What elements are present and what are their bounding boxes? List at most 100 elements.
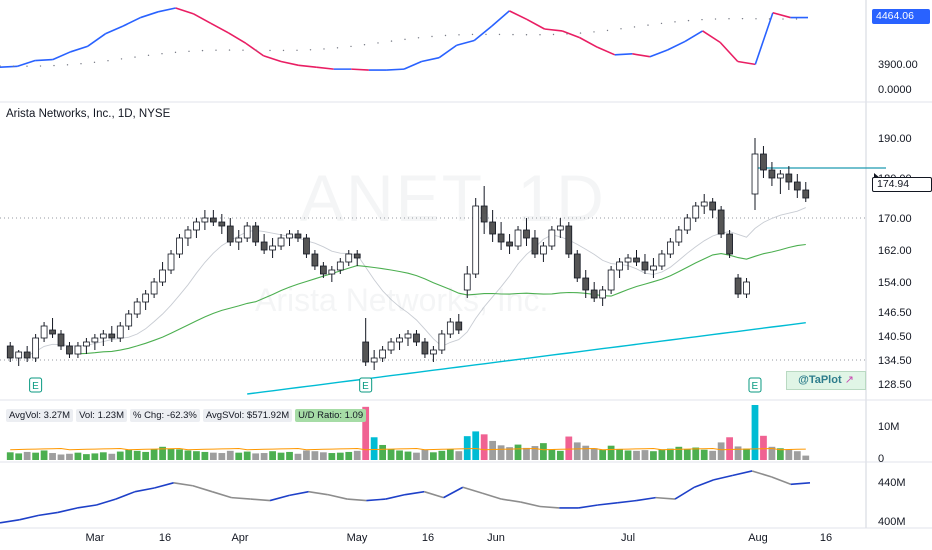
obv-line-segment bbox=[713, 474, 734, 481]
candle bbox=[455, 314, 463, 334]
candle-body bbox=[83, 341, 90, 347]
obv-line-segment bbox=[134, 487, 155, 493]
benchmark-dot bbox=[66, 64, 69, 66]
candle bbox=[91, 334, 99, 350]
benchmark-dot bbox=[782, 18, 784, 20]
rs-line-segment bbox=[140, 11, 159, 19]
candle bbox=[159, 262, 166, 286]
rs-line-segment bbox=[316, 66, 334, 70]
volume-bar bbox=[641, 450, 649, 460]
volume-bar bbox=[66, 453, 73, 460]
volume-bar bbox=[658, 449, 666, 460]
obv-line-segment bbox=[790, 482, 811, 486]
candle-body bbox=[193, 221, 200, 231]
ma-10-line bbox=[26, 207, 806, 357]
volume-tick-10m: 10M bbox=[878, 421, 899, 433]
obv-line-segment bbox=[77, 504, 97, 509]
obv-line-segment bbox=[0, 519, 20, 524]
candle-body bbox=[235, 237, 243, 243]
rs-line-segment bbox=[87, 33, 106, 47]
candle-body bbox=[353, 253, 361, 259]
candle-body bbox=[294, 233, 302, 239]
candle bbox=[286, 230, 293, 246]
volume-bar bbox=[480, 434, 488, 460]
rs-line-segment bbox=[561, 30, 580, 39]
benchmark-dot bbox=[620, 28, 622, 30]
rs-line-segment bbox=[684, 30, 704, 43]
candle bbox=[692, 202, 700, 222]
volume-bar bbox=[751, 405, 759, 460]
rs-line-segment bbox=[702, 30, 721, 44]
candle-body bbox=[624, 257, 632, 263]
rs-line-segment bbox=[754, 12, 774, 65]
volume-average-line bbox=[10, 447, 806, 451]
obv-line-segment bbox=[424, 490, 444, 499]
benchmark-dot bbox=[741, 17, 744, 20]
author-credit[interactable]: @TaPlot ↗ bbox=[786, 371, 866, 390]
volume-bar bbox=[675, 446, 683, 460]
candle bbox=[582, 270, 590, 298]
rs-line-segment bbox=[17, 59, 36, 68]
benchmark-dot bbox=[53, 64, 55, 67]
candle bbox=[599, 286, 607, 306]
volume-bar bbox=[370, 437, 378, 460]
volume-bar bbox=[472, 431, 480, 460]
watermark-company: Arista Networks, Inc. bbox=[255, 282, 549, 318]
rs-line-segment bbox=[772, 12, 791, 19]
candle-body bbox=[793, 181, 801, 191]
candle-body bbox=[768, 169, 776, 179]
earnings-marker: E bbox=[29, 377, 43, 393]
candle-body bbox=[159, 269, 166, 283]
volume-bar bbox=[336, 452, 344, 460]
candle bbox=[116, 322, 124, 342]
candle-body bbox=[658, 253, 666, 267]
benchmark-dot bbox=[498, 33, 501, 36]
candle bbox=[66, 342, 73, 358]
rs-line-segment bbox=[509, 10, 528, 21]
volume-bar bbox=[446, 449, 454, 460]
candle bbox=[785, 166, 793, 190]
volume-bar bbox=[776, 448, 784, 460]
candle-body bbox=[336, 261, 344, 271]
earnings-icon bbox=[29, 377, 43, 393]
volume-bar bbox=[616, 449, 623, 460]
rs-line-segment bbox=[456, 39, 475, 47]
candle-body bbox=[32, 337, 39, 359]
x-tick-label: Jul bbox=[621, 532, 635, 544]
volume-bar bbox=[303, 450, 310, 460]
candle-body bbox=[421, 341, 429, 355]
volume-bar bbox=[666, 448, 674, 460]
candle bbox=[633, 250, 640, 266]
obv-line-segment bbox=[751, 470, 772, 478]
benchmark-dot bbox=[282, 49, 285, 52]
candle bbox=[269, 238, 276, 258]
candle bbox=[311, 250, 319, 270]
candle-body bbox=[345, 253, 353, 263]
volume-bar bbox=[743, 448, 750, 460]
volume-bar bbox=[531, 446, 539, 460]
volume-bar bbox=[455, 451, 463, 460]
volume-bar bbox=[23, 451, 31, 460]
benchmark-dot bbox=[39, 65, 42, 67]
candle bbox=[472, 198, 480, 278]
candle-body bbox=[379, 349, 386, 359]
volume-panel bbox=[6, 405, 810, 460]
candle bbox=[125, 310, 133, 330]
volume-bar bbox=[506, 447, 513, 460]
volume-bar bbox=[40, 450, 48, 460]
volume-bar bbox=[108, 453, 116, 460]
candle-body bbox=[666, 241, 674, 255]
candle bbox=[49, 318, 56, 338]
candle-body bbox=[692, 205, 700, 219]
candle-body bbox=[277, 237, 285, 247]
earnings-icon-letter: E bbox=[362, 381, 369, 392]
candle-body bbox=[370, 357, 378, 363]
x-tick-label: Mar bbox=[86, 532, 105, 544]
price-tick-label: 154.00 bbox=[878, 277, 912, 289]
benchmark-dot bbox=[309, 49, 312, 51]
benchmark-dot bbox=[768, 18, 771, 20]
rs-line-segment bbox=[0, 65, 18, 69]
x-tick-label: 16 bbox=[159, 532, 171, 544]
candle bbox=[40, 322, 48, 342]
candle bbox=[277, 234, 285, 250]
